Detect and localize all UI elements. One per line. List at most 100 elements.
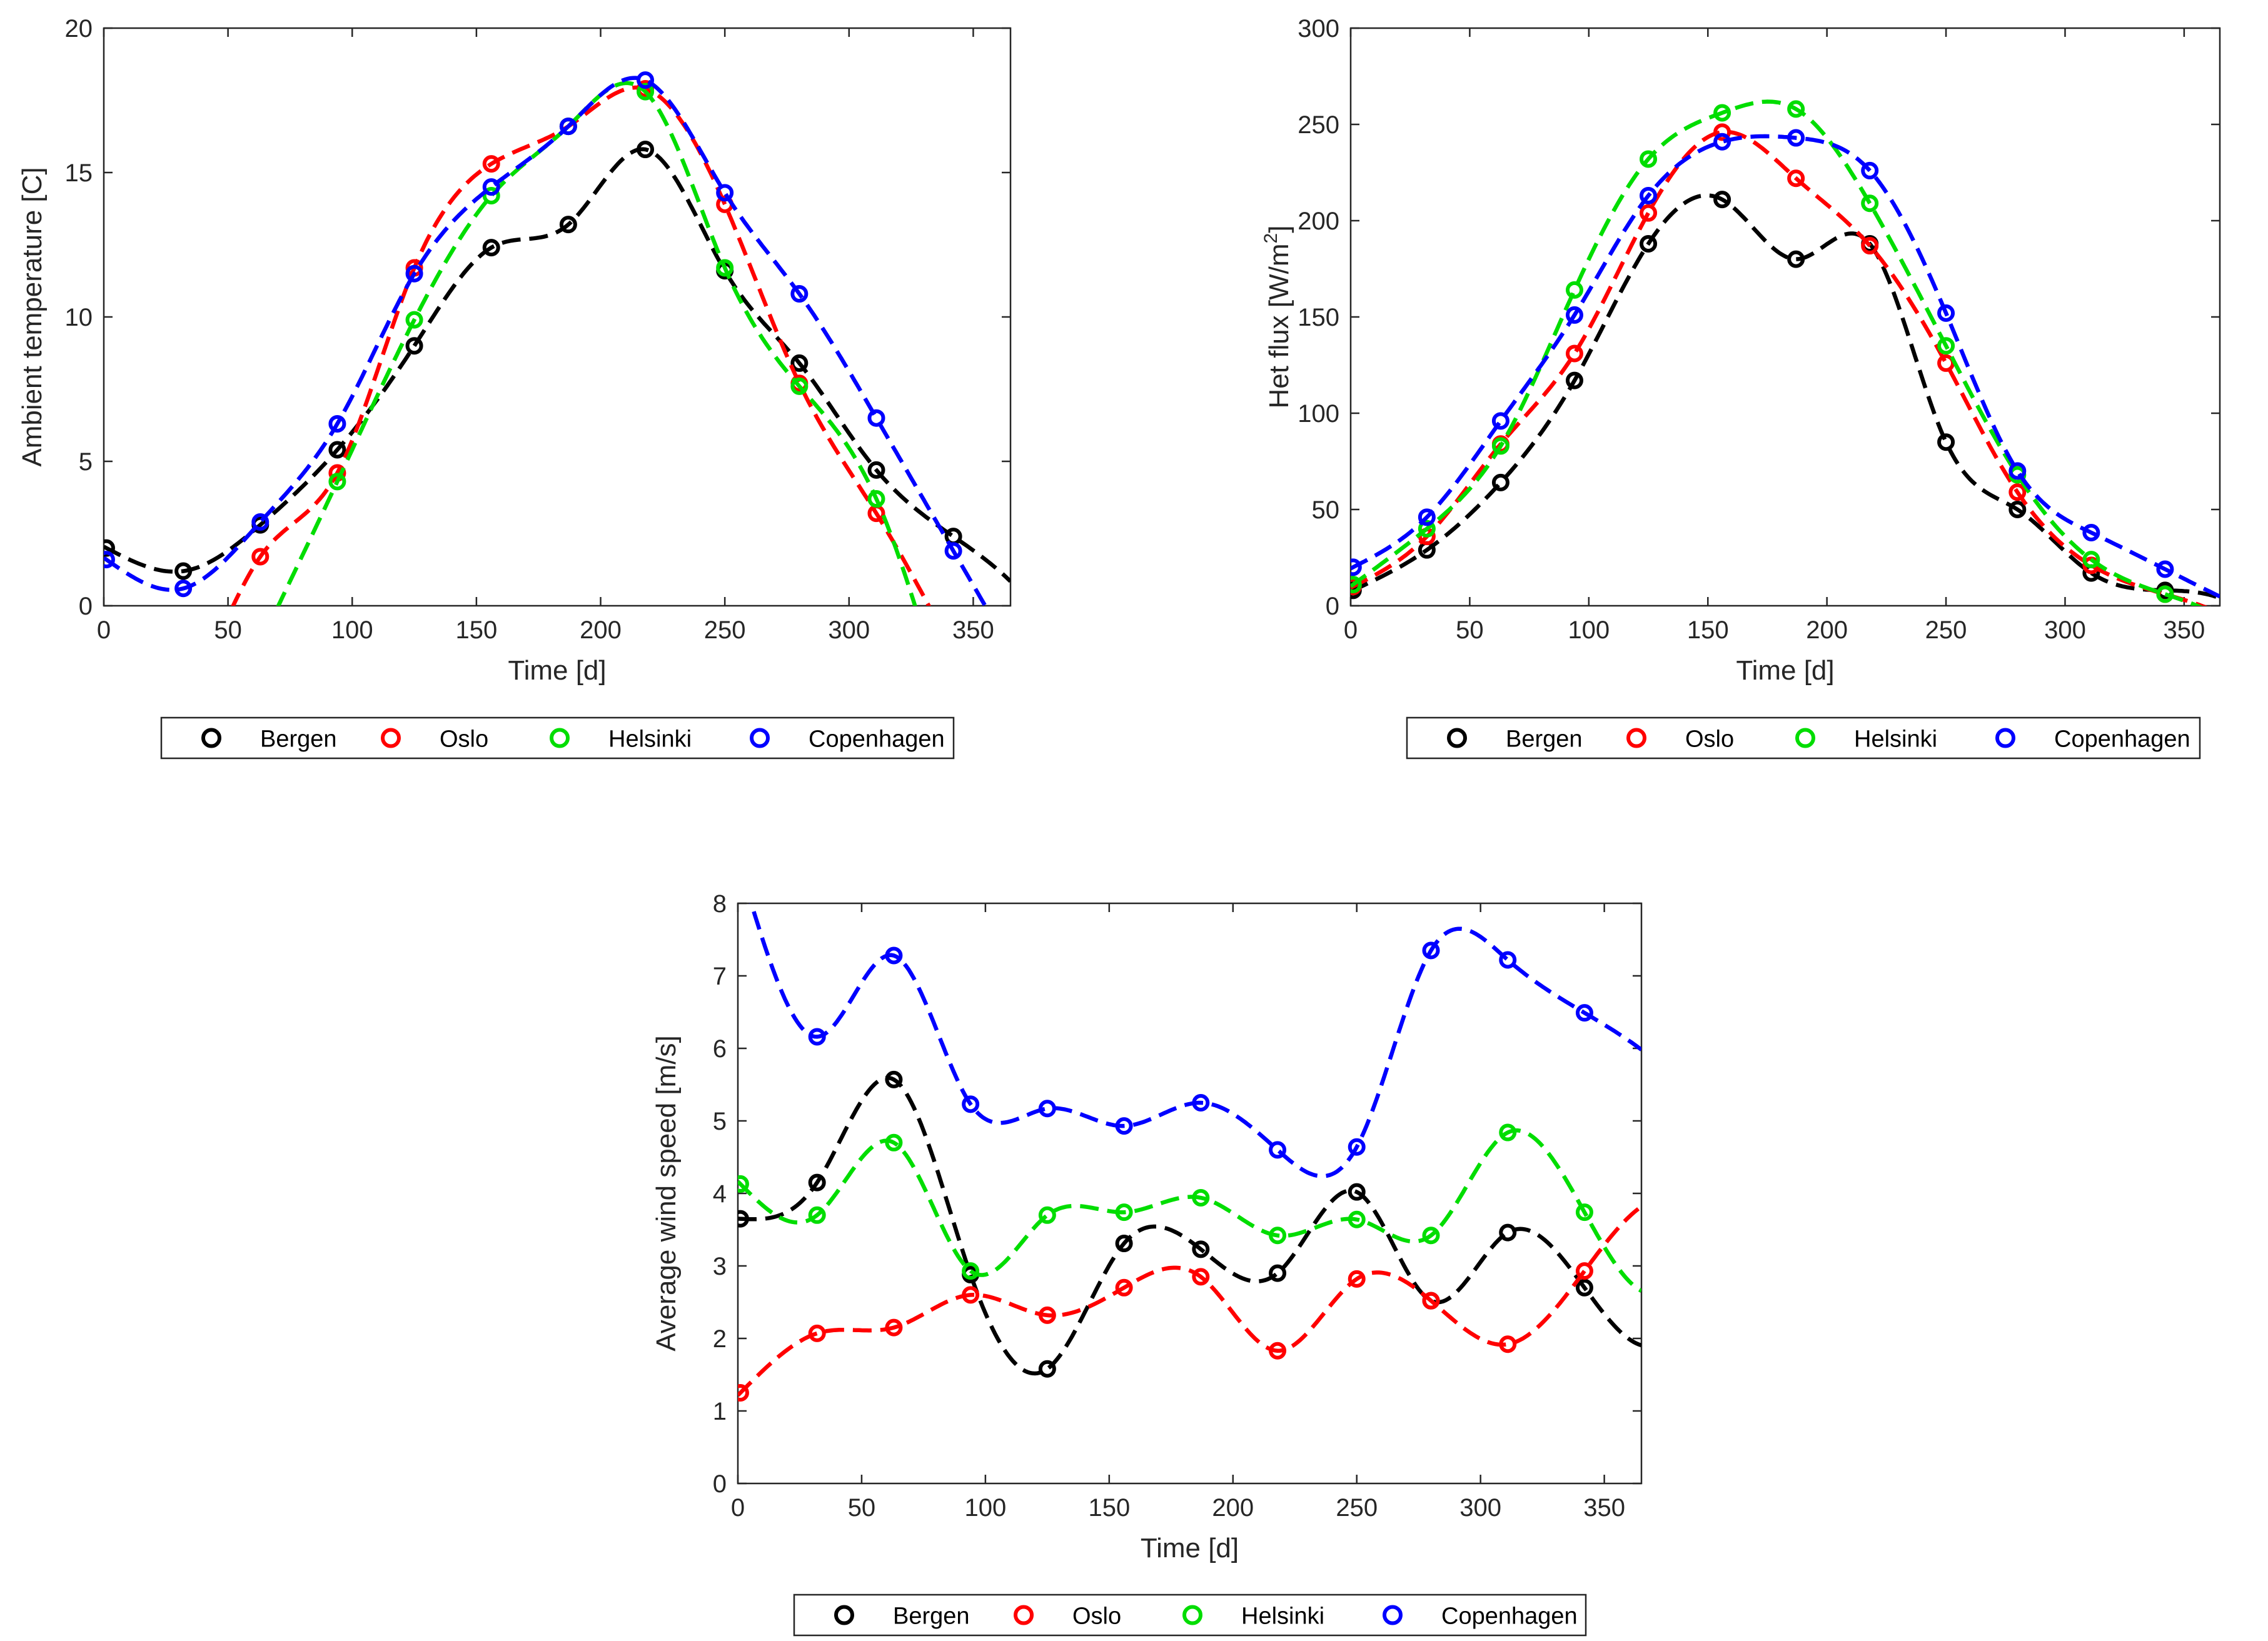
legend-marker-oslo [1014, 1605, 1034, 1625]
data-point-helsinki [1418, 519, 1436, 538]
legend-marker-bergen [834, 1605, 854, 1625]
series-line-oslo [231, 85, 932, 606]
legend-marker-copenhagen [750, 728, 770, 748]
data-point-oslo [1422, 1292, 1440, 1310]
data-point-helsinki [99, 738, 113, 751]
data-point-helsinki [176, 761, 190, 775]
data-point-helsinki [1269, 1227, 1287, 1245]
data-point-helsinki [1575, 1203, 1593, 1222]
data-point-bergen [1937, 433, 1955, 451]
data-point-bergen [174, 562, 193, 580]
x-tick-label: 100 [1568, 616, 1610, 644]
legend-label-helsinki: Helsinki [1241, 1603, 1324, 1630]
data-point-helsinki [405, 311, 423, 329]
data-point-copenhagen [885, 946, 903, 965]
legend-box [793, 1593, 1587, 1637]
x-tick-label: 50 [848, 1494, 876, 1522]
data-point-oslo [808, 1324, 826, 1342]
y-tick-label: 0 [79, 593, 93, 620]
data-point-bergen [104, 539, 115, 557]
chart-1: 0 50 100 150 200 250 300 350 0 5 10 15 20 Time [d] Amb… [17, 15, 1012, 775]
data-point-copenhagen [482, 178, 500, 196]
data-point-copenhagen [2082, 523, 2100, 541]
data-point-bergen [1491, 473, 1509, 491]
data-point-helsinki [790, 377, 809, 395]
x-tick-label: 350 [2164, 616, 2205, 644]
data-point-helsinki [1499, 1123, 1517, 1142]
data-point-oslo [1115, 1278, 1133, 1297]
data-point-oslo [99, 720, 113, 734]
x-tick-label: 200 [1806, 616, 1848, 644]
legend: Bergen Oslo Helsinki Copenhagen [160, 716, 955, 760]
series-line-helsinki [276, 81, 917, 606]
data-point-helsinki [962, 1262, 980, 1280]
legend-label-oslo: Oslo [1072, 1603, 1121, 1630]
legend-box [160, 716, 955, 760]
data-point-helsinki [1115, 1203, 1133, 1222]
data-point-copenhagen [716, 184, 734, 202]
x-tick-label: 350 [952, 616, 994, 644]
data-point-bergen [1192, 1240, 1210, 1258]
data-point-helsinki [253, 636, 267, 650]
data-point-copenhagen [1640, 186, 1658, 204]
y-tick-label: 1 [713, 1398, 727, 1425]
x-tick-label: 150 [1088, 1494, 1130, 1522]
legend-marker-bergen [1447, 728, 1467, 748]
y-axis-label: Het flux [W/m2] [1261, 226, 1294, 409]
legend-marker-helsinki [550, 728, 570, 748]
y-axis-label-main: Het flux [W/m [1264, 243, 1294, 408]
x-axis-label: Time [d] [508, 655, 606, 686]
legend-marker-bergen [201, 728, 221, 748]
data-point-helsinki [2082, 551, 2100, 569]
data-point-copenhagen [405, 264, 423, 283]
data-point-copenhagen [1269, 1141, 1287, 1159]
data-point-oslo [738, 1384, 749, 1402]
data-point-copenhagen [1787, 129, 1805, 147]
series-line-oslo [738, 1205, 1641, 1397]
data-point-copenhagen [962, 1095, 980, 1113]
x-tick-label: 0 [1344, 616, 1358, 644]
y-tick-label: 0 [1326, 593, 1339, 620]
data-point-oslo [2008, 483, 2027, 501]
y-tick-label: 4 [713, 1180, 727, 1208]
data-point-bergen [1115, 1235, 1133, 1253]
data-point-helsinki [1351, 576, 1362, 594]
y-axis-label-end: ] [1264, 226, 1294, 233]
data-point-helsinki [2156, 585, 2174, 603]
data-point-helsinki [738, 1175, 749, 1193]
x-axis-label: Time [d] [1736, 655, 1834, 686]
x-tick-label: 50 [1456, 616, 1484, 644]
data-point-oslo [1640, 204, 1658, 222]
data-point-copenhagen [637, 71, 655, 89]
data-point-bergen [738, 1210, 749, 1228]
data-point-bergen [405, 337, 423, 355]
legend-label-helsinki: Helsinki [1854, 726, 1937, 753]
series-line-bergen [104, 147, 1011, 583]
data-point-copenhagen [867, 409, 885, 427]
legend-marker-oslo [381, 728, 401, 748]
chart-3: 0 50 100 150 200 250 300 350 0 1 2 3 4 5 6 7 8 Time [d] Av… [651, 860, 1643, 1637]
data-point-oslo [1575, 1262, 1593, 1280]
data-point-helsinki [1422, 1227, 1440, 1245]
data-point-bergen [1499, 1223, 1517, 1242]
x-tick-label: 0 [97, 616, 111, 644]
y-tick-label: 10 [65, 304, 93, 331]
y-axis-label: Ambient temperature [C] [17, 167, 48, 466]
series-line-copenhagen [1351, 134, 2220, 599]
data-point-copenhagen [1937, 304, 1955, 322]
legend-label-copenhagen: Copenhagen [809, 726, 945, 753]
data-point-bergen [1640, 234, 1658, 253]
legend-box [1406, 716, 2201, 760]
data-point-helsinki [637, 83, 655, 101]
data-point-copenhagen [733, 860, 747, 874]
data-point-bergen [482, 239, 500, 257]
data-point-bergen [328, 441, 346, 459]
y-axis-label-superscript: 2 [1261, 233, 1281, 244]
data-point-helsinki [1787, 100, 1805, 118]
data-point-oslo [947, 645, 960, 659]
legend-label-oslo: Oslo [440, 726, 488, 753]
data-point-oslo [1713, 123, 1731, 141]
series-group [733, 860, 1641, 1402]
data-point-bergen [2008, 501, 2027, 518]
